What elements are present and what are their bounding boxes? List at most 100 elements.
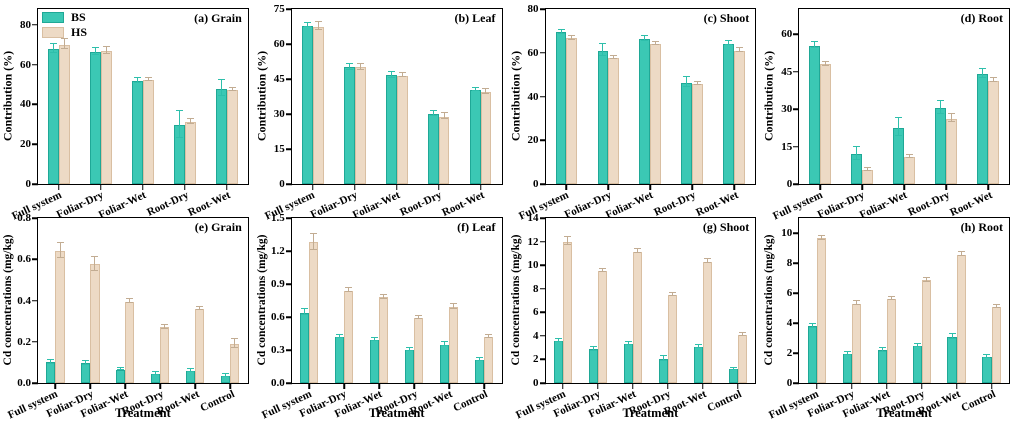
error-bar-hs-1 [314,21,322,31]
error-bar-hs-3 [887,295,895,301]
bar-hs-1 [566,38,578,184]
y-tick-mark [285,148,292,150]
bar-hs-1 [312,26,324,184]
bar-bs-3 [877,350,887,383]
bar-hs-1 [816,238,826,383]
y-tick-mark [285,217,292,219]
y-tick-label: 10 [781,227,793,239]
bar-hs-5 [702,261,712,383]
error-bar-hs-1 [822,60,830,66]
bar-hs-3 [886,299,896,383]
x-tick-mark [226,184,228,190]
x-tick-mark [437,184,440,190]
y-tick-label: 0 [533,178,539,190]
panel-label: (f) Leaf [457,220,496,234]
error-bar-hs-2 [852,300,860,305]
error-bar-bs-2 [82,360,90,365]
y-tick-label: 15 [273,143,285,155]
bar-hs-4 [184,122,196,184]
bar-bs-5 [947,337,957,383]
error-bar-hs-4 [668,292,676,297]
panel-d-root: Contribution (%) (d) Root 0 15 30 45 60 Full… [761,0,1015,222]
error-bar-bs-2 [336,333,344,339]
bar-bs-2 [335,336,345,383]
y-tick-label: 0.2 [17,335,31,348]
y-tick-label: 45 [781,65,793,78]
bar-hs-4 [667,295,677,383]
x-tick-mark [54,383,57,389]
error-bar-bs-5 [948,333,956,340]
bar-hs-2 [90,264,100,383]
x-tick-mark [229,383,232,389]
error-bar-hs-5 [989,77,997,82]
error-bar-bs-2 [843,350,851,355]
bar-bs-6 [474,359,484,383]
y-tick-label: 10 [527,259,539,272]
y-tick-label: 40 [20,98,31,111]
bar-bs-3 [370,340,380,383]
y-tick-mark [285,283,292,285]
y-tick-mark [539,287,546,290]
error-bar-bs-6 [222,372,230,377]
bar-hs-3 [632,251,642,383]
legend: BS HS [42,10,87,40]
error-bar-bs-1 [811,41,819,48]
error-bar-bs-4 [175,110,183,139]
error-bar-bs-3 [133,76,141,83]
error-bar-bs-4 [152,370,160,375]
panel-label: (b) Leaf [454,11,496,25]
bar-hs-1 [820,64,832,184]
y-tick-label: 0.6 [17,253,31,266]
error-bar-hs-4 [922,276,930,282]
y-tick-mark [285,250,292,252]
y-axis-title: Contribution (%) [254,50,269,142]
panel-label: (g) Shoot [702,220,750,234]
bar-hs-3 [396,75,408,184]
y-tick-mark [539,358,546,361]
bar-bs-4 [935,108,947,184]
y-tick-mark [32,299,38,302]
y-tick-mark [539,95,546,98]
panel-f-leaf: Cd concentrations (mg/kg) (f) Leaf 0.0 0.… [254,212,508,425]
y-tick-mark [285,382,292,384]
bar-hs-5 [480,92,492,184]
x-tick-mark [733,184,736,190]
bar-bs-3 [131,80,143,184]
y-tick-label: 0 [25,178,32,190]
panel-e-grain: Cd concentrations (mg/kg) (e) Grain 0.0 0… [0,212,254,425]
bar-hs-2 [862,170,874,184]
y-tick-label: 6 [786,287,793,299]
y-tick-mark [285,316,292,318]
x-tick-mark [308,383,310,389]
error-bar-bs-1 [557,28,565,34]
bar-bs-6 [728,369,738,383]
error-bar-hs-5 [482,88,490,94]
y-tick-label: 80 [527,3,539,15]
y-tick-label: 1.2 [271,245,285,257]
y-tick-label: 30 [781,103,793,115]
y-tick-label: 2 [786,347,793,359]
error-bar-hs-2 [345,286,353,293]
bar-hs-2 [344,290,354,383]
bar-bs-1 [809,45,821,184]
y-tick-label: 4 [533,329,539,342]
y-tick-label: 15 [781,140,793,153]
y-tick-mark [32,382,38,384]
bar-bs-1 [48,48,59,184]
y-tick-label: 6 [533,306,539,319]
bar-hs-1 [309,242,319,383]
y-tick-mark [285,78,292,80]
x-tick-mark [479,184,482,190]
error-bar-bs-2 [91,46,99,55]
x-tick-mark [607,184,610,190]
error-bar-hs-4 [415,315,423,320]
y-tick-mark [32,341,38,343]
error-bar-bs-2 [599,43,607,56]
bar-bs-3 [385,75,397,184]
error-bar-bs-5 [441,341,449,346]
error-bar-bs-1 [554,338,562,343]
bar-hs-3 [650,44,662,184]
error-bar-hs-6 [992,304,1000,309]
bar-bs-6 [221,375,231,383]
error-bar-bs-1 [808,322,816,328]
